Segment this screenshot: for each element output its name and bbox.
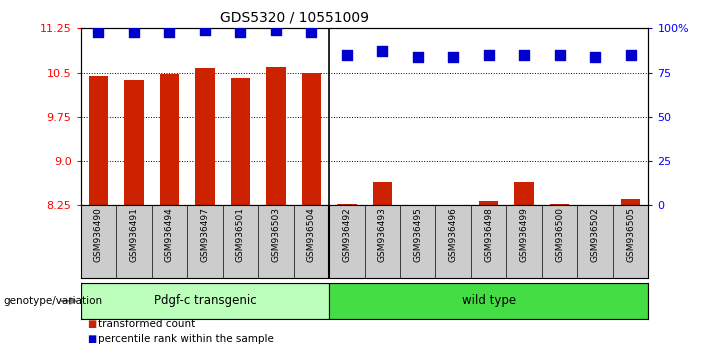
Point [625,52,637,58]
Bar [515,182,534,205]
Bar [88,75,108,205]
Text: GSM936493: GSM936493 [378,207,387,262]
Text: GDS5320 / 10551009: GDS5320 / 10551009 [220,11,369,25]
Text: ■: ■ [88,334,97,344]
Bar [550,204,569,205]
Text: GSM936498: GSM936498 [484,207,494,262]
Point [483,52,494,58]
Point [341,52,353,58]
Point [590,54,601,59]
Text: GSM936505: GSM936505 [626,207,635,263]
Bar [124,80,144,205]
Text: GSM936502: GSM936502 [591,207,599,262]
Bar [372,182,392,205]
Text: GSM936497: GSM936497 [200,207,210,262]
Point [448,54,459,59]
Bar [195,68,215,205]
Bar [329,283,648,319]
Text: GSM936494: GSM936494 [165,207,174,262]
Bar [266,67,285,205]
Point [519,52,530,58]
Text: GSM936500: GSM936500 [555,207,564,263]
Text: percentile rank within the sample: percentile rank within the sample [98,334,274,344]
Point [93,29,104,35]
Point [235,29,246,35]
Text: GSM936503: GSM936503 [271,207,280,263]
Bar [301,73,321,205]
Text: ■: ■ [88,319,97,329]
Text: Pdgf-c transgenic: Pdgf-c transgenic [154,295,256,307]
Bar [337,204,357,205]
Text: GSM936499: GSM936499 [519,207,529,262]
Bar [408,205,428,207]
Text: wild type: wild type [462,295,516,307]
Point [164,29,175,35]
Point [270,27,281,33]
Text: GSM936504: GSM936504 [307,207,315,262]
Point [128,29,139,35]
Bar [479,201,498,205]
Point [376,48,388,54]
Point [306,29,317,35]
Text: GSM936492: GSM936492 [342,207,351,262]
Text: GSM936501: GSM936501 [236,207,245,263]
Text: transformed count: transformed count [98,319,196,329]
Text: genotype/variation: genotype/variation [4,296,102,306]
Bar [81,283,329,319]
Text: GSM936490: GSM936490 [94,207,103,262]
Bar [160,74,179,205]
Bar [621,199,641,205]
Text: GSM936495: GSM936495 [414,207,422,262]
Point [199,27,210,33]
Bar [444,205,463,206]
Point [412,54,423,59]
Point [554,52,565,58]
Bar [585,205,605,207]
Text: GSM936496: GSM936496 [449,207,458,262]
Bar [231,78,250,205]
Text: GSM936491: GSM936491 [130,207,138,262]
